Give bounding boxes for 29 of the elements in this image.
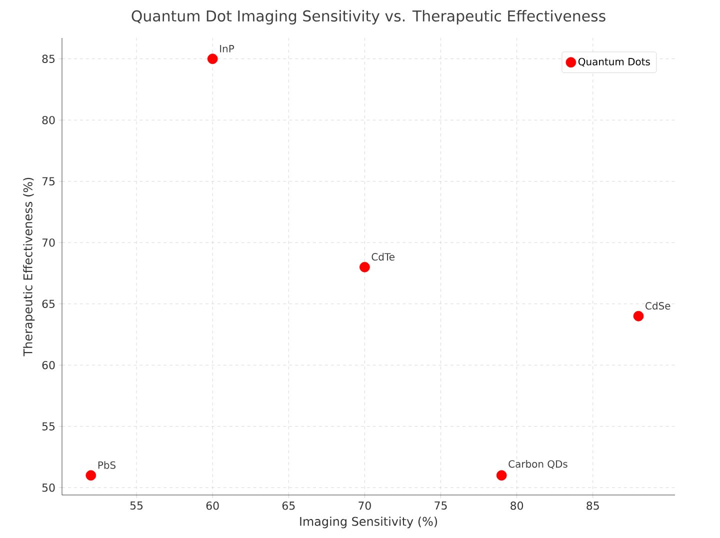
y-axis-title: Therapeutic Effectiveness (%) — [23, 178, 35, 356]
x-tick-label: 75 — [434, 502, 447, 510]
chart-title: Quantum Dot Imaging Sensitivity vs. Therapeutic Effectiveness — [132, 10, 606, 24]
annotation: PbS — [98, 461, 116, 469]
y-tick-label: 85 — [42, 54, 55, 63]
legend-label: Quantum Dots — [578, 58, 650, 67]
annotation: Carbon QDs — [508, 460, 568, 469]
x-tick-label: 80 — [510, 502, 524, 510]
annotation: CdTe — [372, 252, 395, 261]
x-axis-title: Imaging Sensitivity (%) — [300, 516, 438, 528]
point — [86, 470, 96, 481]
annotation: CdSe — [646, 302, 670, 310]
annotation: InP — [220, 45, 234, 52]
x-tick-label: 70 — [358, 502, 371, 510]
y-tick-label: 50 — [42, 484, 55, 492]
point — [360, 262, 370, 272]
x-tick-label: 85 — [586, 502, 599, 510]
x-tick-label: 65 — [282, 502, 295, 510]
y-tick-label: 60 — [42, 360, 55, 370]
y-tick-label: 80 — [42, 116, 55, 124]
point — [633, 310, 644, 322]
x-tick-label: 60 — [206, 502, 219, 510]
y-tick-label: 65 — [42, 300, 55, 308]
point — [207, 54, 218, 64]
y-tick-label: 70 — [42, 238, 55, 247]
point — [496, 470, 507, 481]
x-tick-label: 55 — [130, 502, 143, 510]
y-tick-label: 55 — [42, 422, 55, 430]
y-tick-label: 75 — [42, 177, 55, 186]
